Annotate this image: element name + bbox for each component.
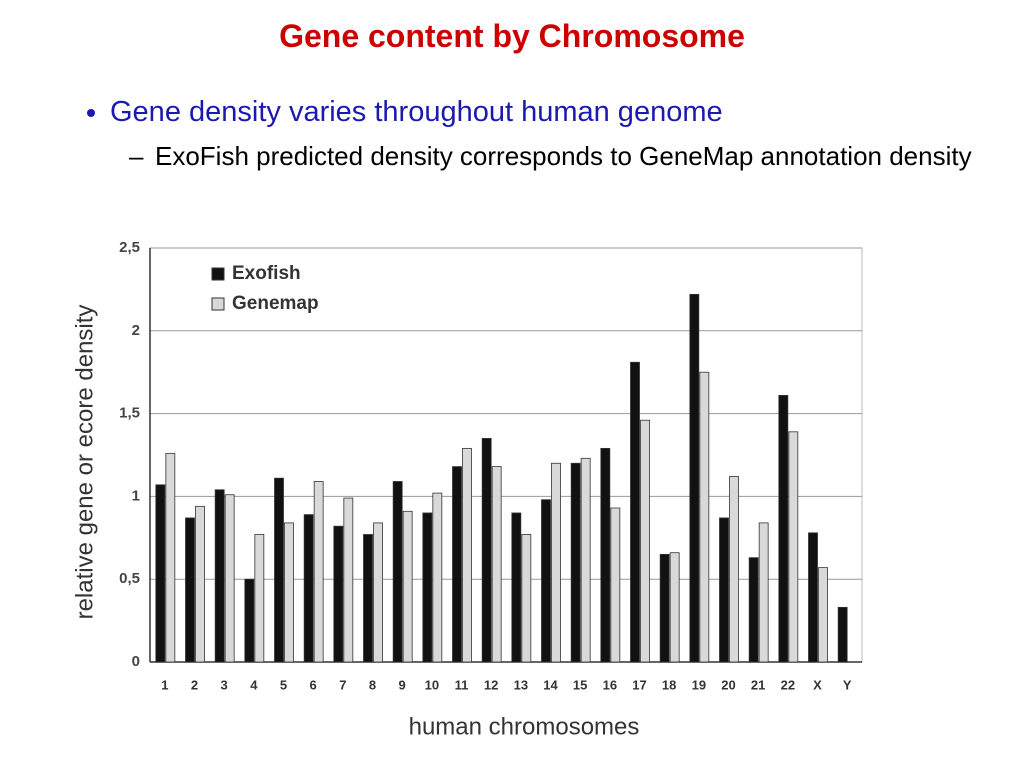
x-axis-label: human chromosomes xyxy=(409,713,640,740)
bar xyxy=(214,489,225,663)
y-axis-label: relative gene or ecore density xyxy=(71,305,98,620)
bar xyxy=(392,481,403,663)
x-tick-label: 15 xyxy=(573,677,587,692)
x-tick-label: 12 xyxy=(484,677,498,692)
x-tick-label: 16 xyxy=(603,677,617,692)
y-tick-label: 0 xyxy=(132,653,140,670)
legend-swatch xyxy=(211,297,225,311)
bar xyxy=(640,419,650,663)
x-tick-label: 19 xyxy=(692,677,706,692)
bar xyxy=(165,452,176,663)
bar xyxy=(254,534,265,663)
bar xyxy=(481,438,492,663)
x-tick-label: 18 xyxy=(662,677,676,692)
y-tick-label: 0,5 xyxy=(119,570,140,587)
bar xyxy=(729,476,739,663)
bar xyxy=(363,534,373,663)
x-tick-label: 5 xyxy=(280,677,287,692)
y-tick-label: 1 xyxy=(132,487,140,504)
bar xyxy=(511,512,522,663)
x-tick-label: 4 xyxy=(250,677,258,692)
bar xyxy=(195,505,205,663)
legend-swatch xyxy=(211,267,225,281)
bullet-list: Gene density varies throughout human gen… xyxy=(110,96,1010,175)
x-tick-label: 2 xyxy=(191,677,198,692)
y-tick-label: 2 xyxy=(132,322,140,339)
bar xyxy=(462,447,472,663)
bar xyxy=(452,466,462,663)
x-tick-label: 21 xyxy=(751,677,765,692)
bar xyxy=(758,522,769,663)
bar xyxy=(422,512,433,663)
bar xyxy=(600,447,611,663)
x-tick-label: Y xyxy=(843,677,852,692)
x-tick-label: 13 xyxy=(514,677,528,692)
bar xyxy=(610,507,621,663)
bullet: Gene density varies throughout human gen… xyxy=(110,96,1010,175)
x-tick-label: 17 xyxy=(632,677,646,692)
bar xyxy=(333,525,344,663)
x-tick-label: 7 xyxy=(339,677,346,692)
bar xyxy=(303,514,314,663)
bar xyxy=(373,522,383,663)
bar xyxy=(284,522,294,663)
bar xyxy=(837,606,848,663)
x-tick-label: 10 xyxy=(425,677,439,692)
bar xyxy=(699,371,710,663)
x-tick-label: X xyxy=(813,677,822,692)
x-tick-label: 6 xyxy=(310,677,317,692)
x-tick-label: 9 xyxy=(399,677,406,692)
bar xyxy=(244,578,255,663)
bullet-text: Gene density varies throughout human gen… xyxy=(110,96,723,128)
x-tick-label: 22 xyxy=(781,677,795,692)
x-tick-label: 3 xyxy=(221,677,228,692)
bar xyxy=(521,534,532,663)
bar xyxy=(580,457,591,663)
bar xyxy=(808,532,818,663)
bar xyxy=(788,431,799,663)
bar xyxy=(541,499,551,663)
bar xyxy=(402,510,413,663)
legend-label: Genemap xyxy=(232,293,319,314)
x-tick-label: 14 xyxy=(543,677,558,692)
legend-label: Exofish xyxy=(232,263,301,284)
bar xyxy=(313,481,324,663)
bar xyxy=(659,553,670,663)
bar xyxy=(274,477,284,663)
bar xyxy=(491,466,502,663)
bar xyxy=(748,557,759,663)
bar xyxy=(185,517,195,663)
bar xyxy=(432,492,443,663)
x-tick-label: 11 xyxy=(455,677,469,692)
bar xyxy=(669,552,680,663)
y-tick-label: 2,5 xyxy=(119,239,140,256)
bar xyxy=(689,293,700,663)
bar xyxy=(570,462,581,663)
bar xyxy=(551,462,561,663)
sub-bullet-list: ExoFish predicted density corresponds to… xyxy=(129,137,995,175)
x-tick-label: 8 xyxy=(369,677,376,692)
slide-title: Gene content by Chromosome xyxy=(279,18,745,54)
x-tick-label: 20 xyxy=(721,677,735,692)
bar xyxy=(778,394,789,663)
bar xyxy=(630,361,640,663)
y-tick-label: 1,5 xyxy=(119,405,140,422)
bar xyxy=(155,484,166,663)
bar xyxy=(719,517,729,663)
bar xyxy=(343,497,354,663)
sub-bullet: ExoFish predicted density corresponds to… xyxy=(129,137,995,175)
x-tick-label: 1 xyxy=(161,677,168,692)
bar xyxy=(224,494,235,663)
bar xyxy=(818,567,828,663)
